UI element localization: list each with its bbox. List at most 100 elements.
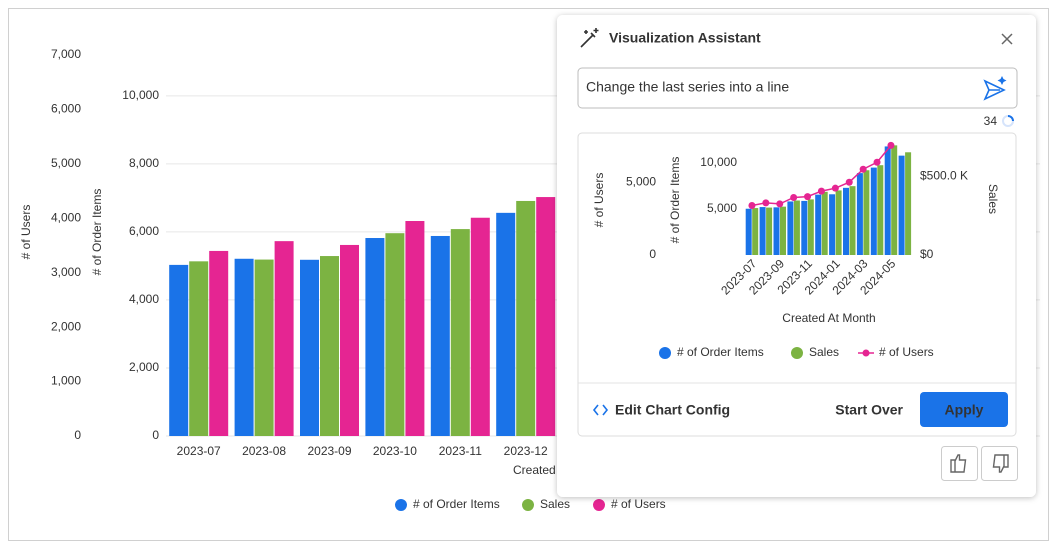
y-tick-label: 5,000 xyxy=(626,174,656,188)
thumbs-down[interactable] xyxy=(981,446,1018,481)
bar xyxy=(829,194,836,255)
panel-title: Visualization Assistant xyxy=(609,30,761,46)
bar xyxy=(496,212,516,436)
bar xyxy=(516,200,536,436)
x-tick-label: 2023-12 xyxy=(504,444,548,458)
count-progress xyxy=(1007,115,1014,122)
bar xyxy=(835,190,842,255)
apply-button[interactable] xyxy=(920,392,1008,427)
prompt-text: Change the last series into a line xyxy=(586,79,789,95)
y-tick-label: 0 xyxy=(152,428,159,442)
axis-title: # of Users xyxy=(19,205,33,260)
bar xyxy=(209,250,229,436)
line-point xyxy=(831,184,839,192)
line-point xyxy=(873,158,881,166)
y-tick-label: 0 xyxy=(74,428,81,442)
y-tick-label: 10,000 xyxy=(700,155,737,169)
thumbs-down-icon xyxy=(992,454,1009,473)
legend-marker xyxy=(395,499,407,511)
bar xyxy=(169,264,189,436)
x-axis-title: Created At Month xyxy=(782,311,875,325)
close-button[interactable] xyxy=(1001,33,1013,45)
legend-label: # of Users xyxy=(879,345,934,359)
bar xyxy=(870,167,877,255)
bar xyxy=(340,244,359,436)
y-tick-label: 1,000 xyxy=(51,374,81,388)
bar xyxy=(470,217,490,436)
x-tick-label: 2023-08 xyxy=(242,444,286,458)
bar xyxy=(891,145,898,255)
y-tick-label: 5,000 xyxy=(707,201,737,215)
bar xyxy=(815,194,822,255)
bar xyxy=(787,201,794,255)
axis-title: Sales xyxy=(986,184,1000,214)
bar xyxy=(807,199,814,255)
y-tick-label: $500.0 K xyxy=(920,168,968,182)
bar xyxy=(856,173,863,255)
bar xyxy=(821,191,828,255)
line-point xyxy=(804,193,812,201)
prompt-input[interactable] xyxy=(577,67,1018,109)
y-tick-label: 7,000 xyxy=(51,47,81,61)
thumbs-up-icon xyxy=(950,454,967,473)
line-point xyxy=(817,187,825,195)
bar xyxy=(849,186,856,255)
thumbs-up[interactable] xyxy=(941,446,978,481)
bar xyxy=(773,207,780,255)
send-button[interactable] xyxy=(983,79,1006,101)
legend-marker xyxy=(862,349,870,357)
y-tick-label: 6,000 xyxy=(129,224,159,238)
bar xyxy=(877,165,884,255)
y-tick-label: 5,000 xyxy=(51,156,81,170)
apply-label: Apply xyxy=(945,402,984,418)
axis-title: # of Users xyxy=(592,173,606,228)
bar xyxy=(365,238,385,436)
line-point xyxy=(790,194,798,201)
axis-title: # of Order Items xyxy=(90,189,104,276)
line-point xyxy=(762,199,770,207)
y-tick-label: 4,000 xyxy=(129,292,159,306)
x-tick-label: 2023-09 xyxy=(307,444,351,458)
legend-label: # of Order Items xyxy=(413,497,500,511)
x-tick-label: 2023-11 xyxy=(439,444,482,458)
bar xyxy=(793,200,800,255)
y-tick-label: 6,000 xyxy=(51,102,81,116)
start-over-button[interactable]: Start Over xyxy=(835,402,903,418)
bar xyxy=(759,207,766,255)
edit-config-link[interactable]: Edit Chart Config xyxy=(615,402,730,418)
bar xyxy=(234,258,254,436)
bar xyxy=(189,261,209,436)
bar xyxy=(863,170,870,255)
bar xyxy=(274,241,294,436)
y-tick-label: 0 xyxy=(649,247,656,261)
x-tick-label: 2023-10 xyxy=(373,444,417,458)
char-count: 34 xyxy=(984,114,998,128)
assistant-panel: Visualization Assistant Change the last … xyxy=(557,15,1036,497)
line-point xyxy=(845,178,853,186)
bar xyxy=(450,229,470,436)
legend-marker xyxy=(593,499,605,511)
line-point xyxy=(859,165,867,173)
legend-marker xyxy=(659,347,671,359)
bar xyxy=(320,256,339,436)
bar xyxy=(898,155,905,255)
x-tick-label: 2023-07 xyxy=(177,444,221,458)
bar xyxy=(385,233,405,436)
line-point xyxy=(887,141,895,149)
bar xyxy=(766,207,773,255)
legend-label: # of Users xyxy=(611,497,666,511)
y-tick-label: 10,000 xyxy=(122,88,159,102)
bar xyxy=(254,259,274,436)
code-icon xyxy=(592,404,609,416)
legend-label: # of Order Items xyxy=(677,345,764,359)
sparkle-icon xyxy=(997,76,1007,85)
wand-icon xyxy=(580,28,599,48)
bar xyxy=(430,235,450,436)
legend-label: Sales xyxy=(540,497,570,511)
y-tick-label: 3,000 xyxy=(51,265,81,279)
y-tick-label: 2,000 xyxy=(51,319,81,333)
y-tick-label: 4,000 xyxy=(51,210,81,224)
bar xyxy=(752,208,759,255)
bar xyxy=(780,206,786,255)
